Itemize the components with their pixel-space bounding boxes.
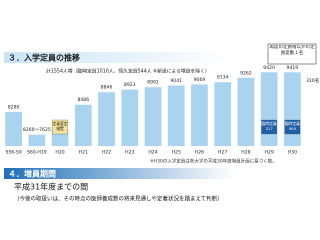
period: 平成31年度までの間 xyxy=(14,182,88,192)
value-label: 9041 xyxy=(170,78,182,84)
bar xyxy=(167,85,185,146)
x-tick-label: S56-59 xyxy=(5,150,21,156)
note-box xyxy=(267,43,317,65)
x-tick-label: H30 xyxy=(288,150,297,156)
bar-note-box xyxy=(52,119,68,135)
value-label: 8923 xyxy=(124,82,136,88)
x-tick-label: H27 xyxy=(218,150,227,156)
bar-note: 臨時定員 904 xyxy=(284,121,300,131)
value-label: 9420 xyxy=(263,65,275,71)
bar xyxy=(28,134,46,146)
note-box-text: 再度の定員増以外の定員変動１名 xyxy=(269,45,315,56)
bar-note-wrap: 臨時定員 904 xyxy=(284,121,300,131)
side-note: 316名 xyxy=(306,77,319,84)
x-tick-label: H24 xyxy=(148,150,157,156)
x-tick-label: H22 xyxy=(102,150,111,156)
bar-note-box xyxy=(261,119,277,135)
bar-note: 臨時定員 317 xyxy=(261,121,277,131)
increase-note: 計1554人増（臨時定員1010人、恒久定員544人 ※新設による増員を除く） xyxy=(46,68,210,75)
bar-note-wrap: 臨時定員 317 xyxy=(261,121,277,131)
x-tick-label: H28 xyxy=(241,150,250,156)
bar xyxy=(98,92,115,146)
bar xyxy=(284,72,301,146)
value-label: 9069 xyxy=(194,77,206,83)
section-title: ３．入学定員の推移 xyxy=(8,53,80,63)
section-bar xyxy=(4,52,234,63)
bar-note-box xyxy=(284,119,301,135)
x-tick-label: H26 xyxy=(195,150,204,156)
x-tick-label: H20 xyxy=(55,150,64,156)
value-label: 9419 xyxy=(287,65,299,71)
slide: ３．入学定員の推移 再度の定員増以外の定員変動１名 計1554人増（臨時定員10… xyxy=(4,43,319,203)
bar-note: 定員暫定措置 xyxy=(52,121,68,131)
x-tick-label: H23 xyxy=(125,150,134,156)
bar xyxy=(5,111,22,146)
value-label: 8280 xyxy=(8,104,20,110)
section-bar xyxy=(4,168,234,179)
value-label: 9134 xyxy=(217,75,229,81)
x-tick-label: H21 xyxy=(79,150,88,156)
value-label: 8260～7625 xyxy=(23,127,51,133)
value-label: 8486 xyxy=(77,97,89,103)
section-title: ４．増員期間 xyxy=(8,169,56,179)
remark: （今後の取扱いは、その時点の医師養成数の将来見通しや定着状況を踏まえて判断） xyxy=(14,195,223,203)
bar xyxy=(191,84,208,146)
value-label: 8991 xyxy=(147,80,159,86)
bar xyxy=(260,72,278,146)
bar-note-wrap: 定員暫定措置 xyxy=(52,121,68,131)
bar xyxy=(144,87,162,146)
bar xyxy=(74,104,92,146)
footnote: ※H30の入学定員は各大学の平成30年度増員計画に基づく数。 xyxy=(150,158,277,165)
value-label: 8846 xyxy=(101,85,113,91)
x-tick-label: H25 xyxy=(172,150,181,156)
bar xyxy=(237,77,255,146)
note-box-text-wrap: 再度の定員増以外の定員変動１名 xyxy=(269,45,315,56)
chart: S56-598280S60-H198260～7625H207793定員暫定措置H… xyxy=(5,65,319,156)
bar xyxy=(214,82,232,146)
bar xyxy=(121,89,139,146)
value-label: 9262 xyxy=(240,70,252,76)
x-tick-label: S60-H19 xyxy=(27,150,47,156)
x-tick-label: H29 xyxy=(264,150,273,156)
